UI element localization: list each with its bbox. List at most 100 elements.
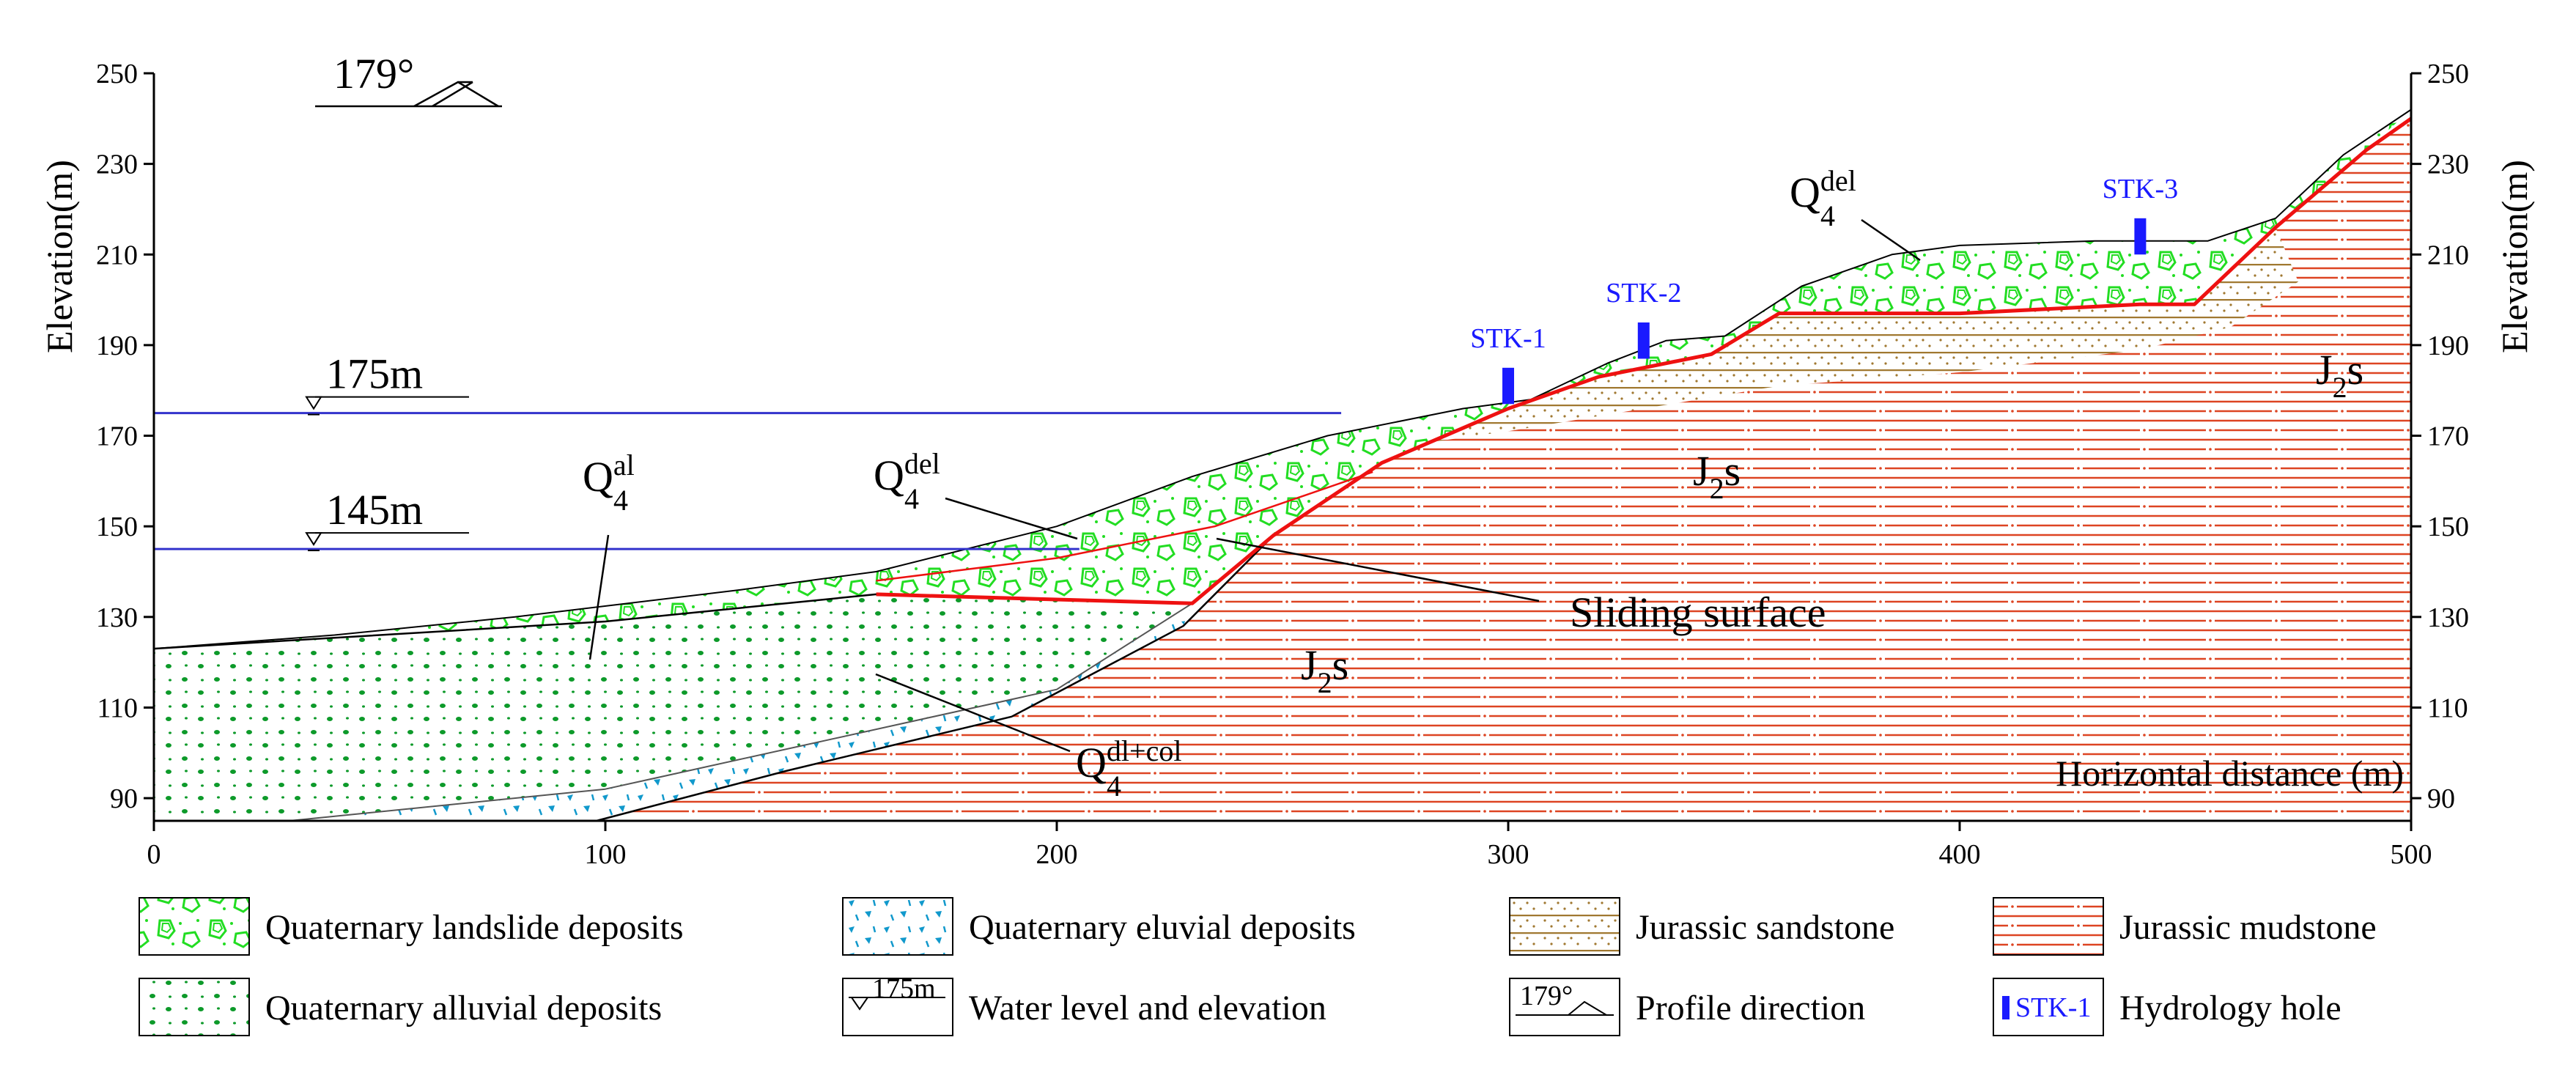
y-tick-label-left: 150 (96, 512, 138, 542)
y-tick-label-right: 150 (2427, 512, 2469, 542)
landslide-pattern (139, 897, 250, 956)
y-tick-label-right: 210 (2427, 240, 2469, 270)
geologic-units (154, 109, 2412, 822)
sliding-surface-line (876, 117, 2413, 605)
hydrology-hole: STK-3 (2103, 174, 2178, 255)
legend-label: Quaternary alluvial deposits (265, 989, 662, 1027)
y-tick-label-right: 250 (2427, 59, 2469, 89)
legend-item: 179° Profile direction (1509, 978, 1865, 1036)
mudstone-unit (596, 118, 2412, 822)
legend-water-text: 175m (872, 973, 936, 1004)
alluvial-pattern (139, 978, 250, 1036)
mudstone-pattern (1993, 897, 2104, 956)
legend-label: Profile direction (1636, 989, 1865, 1027)
x-tick-label: 0 (147, 839, 161, 870)
eluvial-top-boundary (289, 602, 1193, 822)
sandstone-pattern (1509, 897, 1620, 956)
x-tick-label: 100 (585, 839, 627, 870)
y-tick-label-left: 190 (96, 331, 138, 361)
hydrology-hole: STK-2 (1606, 278, 1682, 359)
legend-item: Quaternary eluvial deposits (842, 897, 1356, 956)
legend-hole-text: STK-1 (2015, 992, 2091, 1023)
y-tick-label-right: 170 (2427, 421, 2469, 452)
y-tick-label-right: 130 (2427, 602, 2469, 633)
y-tick-label-left: 230 (96, 150, 138, 180)
sliding-surface-label: Sliding surface (1570, 589, 1826, 636)
hydrology-hole-label: STK-3 (2103, 174, 2178, 204)
bedrock-top-boundary (596, 534, 1274, 822)
y-axis-title-right: Elevation(m) (2494, 160, 2535, 353)
profile-direction-glyph (413, 81, 499, 108)
legend-label: Jurassic sandstone (1636, 908, 1894, 947)
y-tick-label-left: 90 (110, 783, 138, 814)
x-tick-label: 500 (2391, 839, 2432, 870)
legend-item: Quaternary landslide deposits (139, 897, 684, 956)
legend-hole-bar (2002, 996, 2009, 1019)
legend-item: STK-1 Hydrology hole (1993, 978, 2341, 1036)
alluvial-unit (154, 594, 1192, 821)
x-tick-label: 200 (1036, 839, 1078, 870)
water-level-triangle-icon (305, 532, 322, 546)
annotations: 179° 175m 145m STK-1 STK-2 STK-3 Qal 4 Qdel 4 Qdel… (305, 50, 2363, 803)
legend-item: 175m Water level and elevation (842, 973, 1326, 1036)
y-axis-title-left: Elevation(m) (39, 160, 80, 353)
unit-label-j2s-mid: J2s (1693, 447, 1741, 505)
y-tick-label-right: 110 (2427, 693, 2468, 723)
hydrology-hole: STK-1 (1470, 323, 1546, 405)
legend: Quaternary landslide deposits Quaternary … (139, 897, 2377, 1036)
y-tick-label-right: 90 (2427, 783, 2455, 814)
hydrology-hole-icon (1993, 978, 2104, 1036)
y-tick-label-left: 170 (96, 421, 138, 452)
unit-label-j2s-lower: J2s (1301, 641, 1348, 699)
x-tick-label: 300 (1488, 839, 1529, 870)
y-tick-label-left: 250 (96, 59, 138, 89)
hydrology-hole-label: STK-1 (1470, 323, 1546, 354)
y-tick-label-left: 130 (96, 602, 138, 633)
unit-label-q4-del-lower: Qdel 4 (874, 447, 940, 515)
x-axis-title: Horizontal distance (m) (2056, 753, 2404, 794)
legend-profile-glyph (1568, 1000, 1607, 1016)
y-tick-label-right: 230 (2427, 150, 2469, 180)
y-tick-label-left: 110 (97, 693, 138, 723)
unit-label-j2s-right: J2s (2316, 346, 2363, 404)
water-level-marker: 175m (305, 350, 469, 416)
legend-profile-text: 179° (1520, 981, 1573, 1011)
legend-item: Jurassic sandstone (1509, 897, 1894, 956)
leader-sliding-surface (1216, 537, 1540, 602)
profile-direction-icon: 179° (315, 50, 502, 108)
legend-label: Quaternary eluvial deposits (969, 908, 1356, 947)
y-tick-label-left: 210 (96, 240, 138, 270)
leader-q4-del-upper (1861, 218, 1921, 262)
secondary-slip-line (876, 471, 1373, 582)
unit-label-q4-al: Qal 4 (583, 449, 635, 517)
water-level-label: 145m (326, 486, 423, 534)
legend-label: Hydrology hole (2119, 989, 2341, 1027)
water-level-label: 175m (326, 350, 423, 398)
axes: 250 250 230 230 210 210 190 190 170 170 150 150 130 1… (39, 59, 2535, 870)
leader-q4-al (588, 534, 610, 660)
profile-direction-label: 179° (333, 50, 414, 97)
water-level-marker: 145m (305, 486, 469, 552)
profile-direction-icon (1509, 978, 1620, 1036)
unit-label-q4-del-upper: Qdel 4 (1790, 164, 1856, 232)
eluvial-unit (289, 603, 1192, 821)
ground-surface-line (153, 108, 2412, 650)
hydrology-hole-icon (1502, 367, 1514, 405)
x-tick-label: 400 (1939, 839, 1981, 870)
leader-q4-dlcol (875, 673, 1071, 753)
hydrology-hole-label: STK-2 (1606, 278, 1681, 309)
legend-item: Jurassic mudstone (1993, 897, 2377, 956)
leader-q4-del-lower (945, 497, 1078, 540)
legend-label: Water level and elevation (969, 989, 1326, 1027)
legend-label: Quaternary landslide deposits (265, 908, 684, 947)
unit-label-q4-dlcol: Qdl+col 4 (1076, 734, 1181, 803)
hydrology-hole-icon (1637, 322, 1650, 359)
eluvial-pattern (842, 897, 953, 956)
boundary-lines (153, 108, 2413, 822)
hydrology-hole-icon (2134, 218, 2147, 255)
y-tick-label-right: 190 (2427, 331, 2469, 361)
water-level-triangle-icon (305, 396, 322, 410)
legend-item: Quaternary alluvial deposits (139, 978, 662, 1036)
